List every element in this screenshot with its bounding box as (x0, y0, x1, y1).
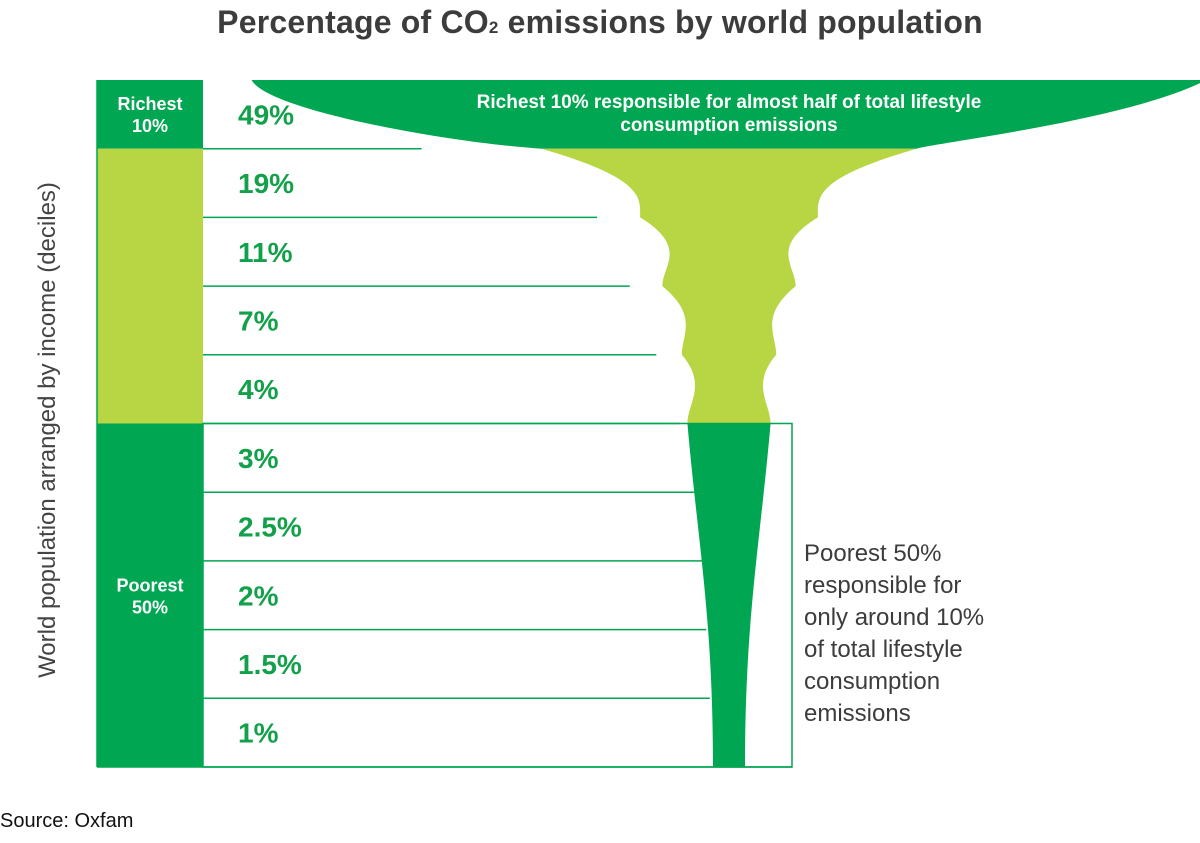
poorest-label: 50% (132, 597, 168, 617)
value-label: 19% (238, 168, 294, 199)
value-label: 11% (238, 237, 293, 268)
title-subscript: 2 (488, 18, 499, 37)
poorest-annotation: only around 10% (804, 604, 984, 631)
poorest-label: Poorest (116, 575, 183, 595)
chart-title: Percentage of CO2 emissions by world pop… (0, 4, 1200, 41)
poorest-annotation: of total lifestyle (804, 636, 963, 663)
poorest-annotation: responsible for (804, 572, 961, 599)
richest-block (97, 80, 203, 149)
richest-annotation: Richest 10% responsible for almost half … (477, 92, 982, 113)
value-label: 2.5% (238, 512, 302, 543)
poorest-block (97, 423, 203, 767)
title-rest: emissions by world population (498, 4, 983, 40)
value-label: 4% (238, 374, 279, 405)
value-label: 7% (238, 305, 279, 336)
richest-label: Richest (117, 94, 182, 114)
funnel-middle-section (541, 148, 917, 424)
funnel-bottom-section (687, 423, 771, 767)
poorest-bracket (202, 422, 793, 768)
value-label: 3% (238, 443, 279, 474)
value-label: 1% (238, 718, 279, 749)
poorest-annotation: Poorest 50% (804, 540, 941, 567)
middle-deciles-block (97, 148, 203, 424)
source-note: Source: Oxfam (0, 810, 134, 832)
richest-label: 10% (132, 116, 168, 136)
funnel-top-section (251, 80, 1200, 149)
value-label: 1.5% (238, 649, 302, 680)
poorest-annotation: consumption (804, 668, 940, 695)
poorest-annotation: emissions (804, 700, 911, 727)
richest-annotation: consumption emissions (620, 115, 837, 136)
title-main: Percentage of CO (217, 4, 489, 40)
value-label: 49% (238, 99, 294, 130)
value-label: 2% (238, 580, 279, 611)
